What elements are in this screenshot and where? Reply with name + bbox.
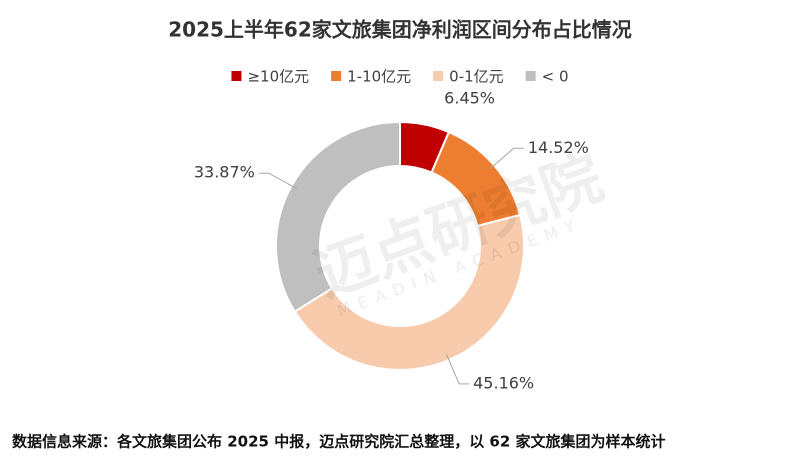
value-label: 14.52% — [528, 138, 589, 157]
value-label: 33.87% — [194, 163, 255, 182]
legend: ≥10亿元 1-10亿元 0-1亿元 < 0 — [231, 68, 569, 86]
legend-label: ≥10亿元 — [247, 68, 309, 86]
legend-swatch — [433, 71, 444, 81]
legend-label: < 0 — [542, 68, 569, 86]
donut-slice — [293, 213, 525, 371]
legend-label: 0-1亿元 — [449, 68, 504, 86]
leader-line — [489, 147, 524, 170]
legend-swatch — [525, 71, 536, 81]
value-label: 6.45% — [444, 89, 495, 108]
legend-label: 1-10亿元 — [347, 68, 411, 86]
leader-line — [446, 354, 470, 385]
source-note: 数据信息来源：各文旅集团公布 2025 中报，迈点研究院汇总整理，以 62 家文… — [12, 433, 666, 451]
legend-swatch — [331, 71, 342, 81]
legend-swatch — [231, 71, 242, 81]
donut-slice — [275, 120, 401, 313]
chart-title: 2025上半年62家文旅集团净利润区间分布占比情况 — [168, 18, 632, 42]
leader-line — [258, 172, 298, 190]
value-label: 45.16% — [473, 373, 534, 392]
